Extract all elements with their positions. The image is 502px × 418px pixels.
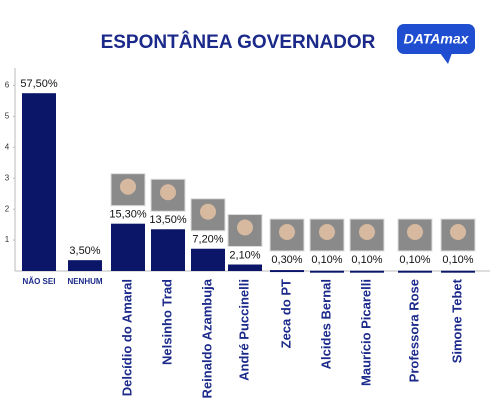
logo-text: DATAmax bbox=[404, 31, 470, 47]
bar bbox=[270, 270, 304, 273]
value-label: 0,10% bbox=[351, 254, 382, 266]
bar bbox=[22, 93, 56, 271]
x-tick-label: Zeca do PT bbox=[278, 279, 293, 348]
y-tick-label: 6 bbox=[5, 81, 10, 90]
logo-tail bbox=[440, 53, 452, 64]
photo-face bbox=[319, 224, 335, 240]
x-tick-label: Nelsinho Trad bbox=[159, 279, 174, 365]
bar bbox=[441, 270, 475, 273]
value-label: 0,10% bbox=[311, 254, 342, 266]
x-tick-label: Reinaldo Azambuja bbox=[199, 278, 214, 398]
logo-bubble bbox=[397, 24, 475, 54]
y-tick-label: 4 bbox=[5, 142, 10, 151]
value-label: 0,10% bbox=[442, 254, 473, 266]
x-tick-label: Delcídio do Amaral bbox=[119, 279, 134, 396]
bar bbox=[398, 270, 432, 273]
x-tick-label: Maurício Picarelli bbox=[358, 279, 373, 386]
value-label: 57,50% bbox=[20, 78, 58, 90]
logo: DATAmax bbox=[397, 24, 475, 64]
photo-face bbox=[237, 219, 253, 236]
bar bbox=[228, 264, 262, 271]
y-tick-label: 2 bbox=[5, 204, 10, 213]
value-label: 2,10% bbox=[229, 249, 260, 261]
x-tick-label: NENHUM bbox=[67, 277, 102, 286]
value-label: 3,50% bbox=[69, 245, 100, 257]
x-tick-label: Simone Tebet bbox=[449, 278, 464, 363]
photo-face bbox=[407, 224, 423, 240]
y-tick-label: 5 bbox=[5, 111, 10, 120]
bar bbox=[68, 260, 102, 271]
x-tick-label: NÃO SEI bbox=[23, 277, 56, 286]
value-label: 7,20% bbox=[192, 234, 223, 246]
y-tick-label: 3 bbox=[5, 173, 10, 182]
x-tick-label: Professora Rose bbox=[406, 279, 421, 382]
photo-face bbox=[279, 224, 295, 240]
photo-face bbox=[450, 224, 466, 240]
x-tick-label: André Puccinelli bbox=[236, 279, 251, 381]
bar bbox=[111, 223, 145, 271]
value-label: 13,50% bbox=[149, 214, 187, 226]
photo-face bbox=[160, 184, 176, 201]
value-label: 15,30% bbox=[109, 209, 147, 221]
bar bbox=[151, 229, 185, 271]
photo-face bbox=[120, 178, 136, 195]
bar bbox=[350, 270, 384, 273]
bar bbox=[310, 270, 344, 273]
chart-title: ESPONTÂNEA GOVERNADOR bbox=[101, 31, 376, 53]
photo-face bbox=[200, 203, 216, 220]
value-label: 0,30% bbox=[271, 254, 302, 266]
bar bbox=[191, 248, 225, 271]
photo-face bbox=[359, 224, 375, 240]
x-tick-label: Alcides Bernal bbox=[318, 279, 333, 369]
y-tick-label: 1 bbox=[5, 235, 10, 244]
value-label: 0,10% bbox=[399, 254, 430, 266]
